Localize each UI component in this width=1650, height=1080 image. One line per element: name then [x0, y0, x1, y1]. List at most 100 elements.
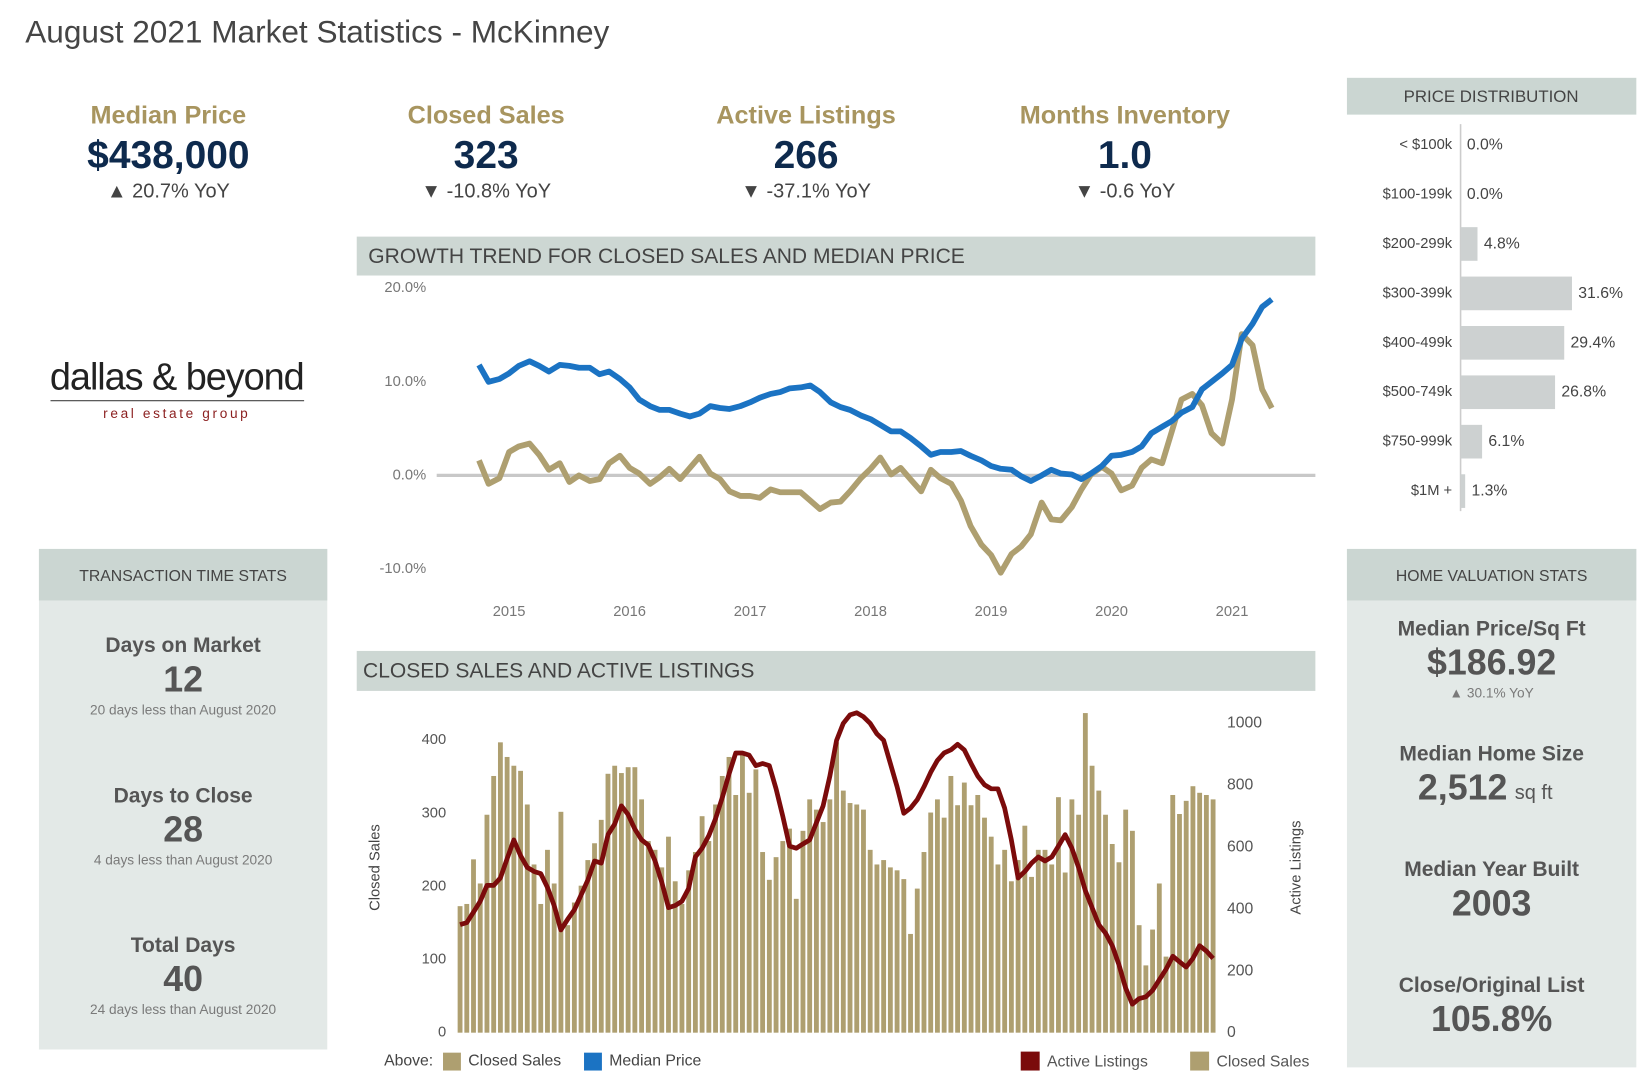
bar — [612, 765, 618, 1033]
y2-axis-title: Active Listings — [1288, 821, 1304, 915]
bar — [652, 849, 658, 1033]
y-tick-label: 0.0% — [393, 467, 427, 483]
bar — [1177, 814, 1182, 1033]
bar — [921, 852, 927, 1033]
bar — [518, 770, 523, 1033]
bar — [1096, 790, 1102, 1033]
y-tick-label: $300-399k — [1383, 285, 1453, 301]
stat-unit: sq ft — [1515, 782, 1553, 804]
kpi-value: 1.0 — [1098, 134, 1152, 177]
bar — [1150, 929, 1156, 1033]
bar — [968, 805, 974, 1033]
bar — [1089, 765, 1095, 1033]
stat-note: 20 days less than August 2020 — [90, 702, 276, 717]
legend-swatch — [584, 1052, 602, 1071]
bar — [793, 898, 799, 1033]
bar — [887, 867, 893, 1033]
legend-label: Active Listings — [1047, 1054, 1148, 1071]
bar — [941, 817, 947, 1033]
x-tick-label: 2019 — [975, 604, 1008, 620]
kpi-value: 266 — [774, 134, 839, 177]
panel-header — [1346, 548, 1637, 601]
bar — [733, 794, 739, 1033]
chart-header — [356, 236, 1316, 276]
bar — [471, 859, 476, 1033]
bar — [787, 828, 792, 1033]
legend-label: Median Price — [609, 1053, 701, 1070]
bar — [578, 885, 584, 1033]
bar — [692, 852, 698, 1033]
bar — [740, 752, 745, 1033]
bar — [847, 803, 853, 1033]
y-tick-label: 300 — [422, 805, 447, 821]
chart-header — [1346, 77, 1637, 115]
kpi-change: ▼ -37.1% YoY — [741, 180, 871, 202]
bar — [497, 742, 503, 1033]
bar — [807, 799, 813, 1033]
kpi-value: $438,000 — [87, 134, 249, 177]
legend-label: Closed Sales — [468, 1053, 561, 1070]
bar — [1029, 876, 1034, 1033]
stat-label: Median Home Size — [1399, 743, 1584, 766]
bar — [545, 849, 550, 1033]
bar — [524, 804, 530, 1033]
x-tick-label: 2016 — [613, 604, 646, 620]
bar — [511, 765, 517, 1033]
bar — [551, 883, 557, 1033]
y-tick-label: 400 — [422, 732, 447, 748]
stat-label: Days to Close — [114, 785, 253, 808]
bar — [672, 881, 678, 1033]
bar — [686, 870, 692, 1033]
bar — [1116, 862, 1122, 1033]
bar — [477, 883, 483, 1033]
y2-tick-label: 0 — [1227, 1024, 1236, 1041]
x-tick-label: 2018 — [854, 604, 887, 620]
bar — [760, 852, 766, 1033]
kpi-label: Closed Sales — [408, 102, 565, 130]
y-tick-label: 20.0% — [384, 280, 426, 296]
y2-tick-label: 600 — [1227, 839, 1254, 856]
y-tick-label: 200 — [422, 878, 447, 894]
stat-label: Close/Original List — [1399, 974, 1585, 997]
panel-title: TRANSACTION TIME STATS — [79, 568, 287, 585]
bar — [1460, 424, 1483, 459]
bar — [935, 799, 940, 1033]
bar — [1069, 799, 1075, 1033]
bar — [1183, 800, 1189, 1033]
y2-tick-label: 800 — [1227, 777, 1254, 794]
bar — [484, 814, 490, 1033]
chart-title: CLOSED SALES AND ACTIVE LISTINGS — [363, 659, 754, 682]
bar — [928, 812, 934, 1033]
bar — [1022, 825, 1028, 1033]
bar — [659, 867, 665, 1033]
kpi-label: Median Price — [91, 102, 247, 130]
bar — [827, 799, 833, 1033]
x-tick-label: 2017 — [734, 604, 767, 620]
bar — [699, 816, 705, 1033]
x-tick-label: 2015 — [493, 604, 526, 620]
bar — [894, 870, 900, 1033]
bar — [908, 933, 913, 1033]
bar — [679, 903, 685, 1033]
bar — [1049, 864, 1055, 1033]
bar — [1190, 786, 1196, 1033]
bar — [840, 790, 846, 1033]
bar — [625, 767, 631, 1033]
bar — [726, 756, 732, 1033]
kpi-change: ▼ -0.6 YoY — [1074, 180, 1175, 202]
kpi-change: ▲ 20.7% YoY — [107, 180, 230, 202]
y-tick-label: 10.0% — [384, 374, 426, 390]
y-tick-label: $500-749k — [1383, 384, 1453, 400]
chart-header — [356, 650, 1316, 691]
bar — [1156, 883, 1162, 1033]
line-series — [476, 331, 1275, 576]
bar — [1035, 849, 1041, 1033]
bar — [753, 769, 759, 1033]
bar — [571, 902, 577, 1033]
stat-note: 4 days less than August 2020 — [94, 853, 273, 868]
panel — [38, 548, 328, 1050]
y2-tick-label: 200 — [1227, 962, 1254, 979]
bar — [800, 830, 806, 1033]
bar — [504, 756, 510, 1033]
